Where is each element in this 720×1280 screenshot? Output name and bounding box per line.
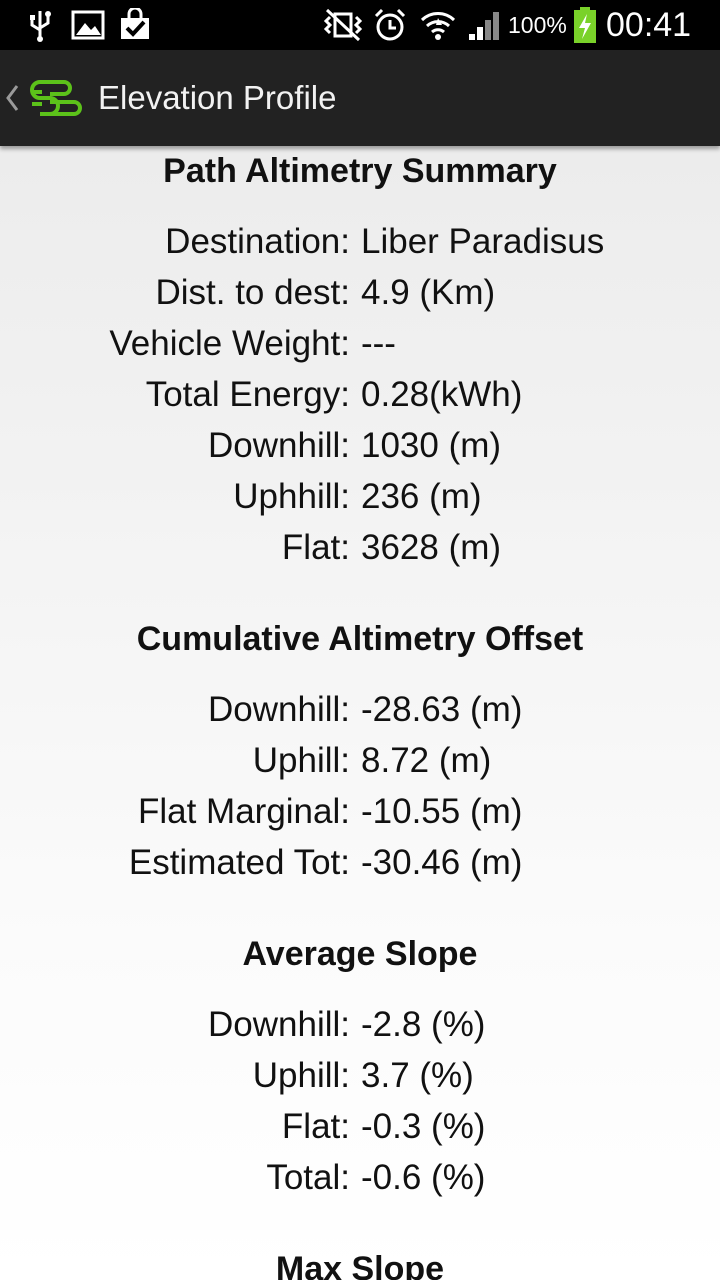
row-label: Destination: <box>165 222 350 261</box>
row-label: Total: <box>266 1158 350 1197</box>
battery-percent: 100% <box>508 11 567 38</box>
row-offset-uphill: Uphill: 8.72 (m) <box>0 741 720 791</box>
row-value: 236 (m) <box>361 477 482 516</box>
offset-title: Cumulative Altimetry Offset <box>136 620 584 658</box>
action-bar: Elevation Profile <box>0 50 720 146</box>
row-label: Dist. to dest: <box>155 273 350 312</box>
row-downhill: Downhill: 1030 (m) <box>0 426 720 476</box>
row-label: Estimated Tot: <box>128 843 350 882</box>
row-value: 1030 (m) <box>361 426 502 465</box>
row-value: -30.46 (m) <box>361 843 523 882</box>
row-value: -0.6 (%) <box>361 1158 486 1197</box>
row-total-energy: Total Energy: 0.28(kWh) <box>0 375 720 425</box>
row-value: --- <box>361 324 396 363</box>
content-scroll[interactable]: Path Altimetry Summary Destination: Libe… <box>0 146 720 1280</box>
row-label: Downhill: <box>208 1005 350 1044</box>
row-slope-uphill: Uphill: 3.7 (%) <box>0 1056 720 1106</box>
row-slope-downhill: Downhill: -2.8 (%) <box>0 1005 720 1055</box>
row-value: 8.72 (m) <box>361 741 492 780</box>
alarm-icon <box>372 0 408 50</box>
row-value: -28.63 (m) <box>361 690 523 729</box>
row-destination: Destination: Liber Paradisus <box>0 222 720 272</box>
row-value: 3628 (m) <box>361 528 502 567</box>
avg-slope-title: Average Slope <box>242 935 478 973</box>
row-value: Liber Paradisus <box>361 222 605 261</box>
row-label: Flat: <box>281 528 350 567</box>
row-value: 4.9 (Km) <box>361 273 496 312</box>
row-value: 0.28(kWh) <box>361 375 523 414</box>
row-label: Flat: <box>281 1107 350 1146</box>
row-uphill: Uphhill: 236 (m) <box>0 477 720 527</box>
row-value: -0.3 (%) <box>361 1107 486 1146</box>
row-dist-to-dest: Dist. to dest: 4.9 (Km) <box>0 273 720 323</box>
row-label: Total Energy: <box>145 375 350 414</box>
signal-icon <box>466 0 506 50</box>
wifi-icon <box>418 0 458 50</box>
row-value: 3.7 (%) <box>361 1056 474 1095</box>
row-slope-total: Total: -0.6 (%) <box>0 1158 720 1208</box>
row-value: -2.8 (%) <box>361 1005 486 1044</box>
app-logo-icon[interactable] <box>30 76 84 120</box>
status-bar: 100% 00:41 <box>0 0 720 50</box>
row-label: Uphill: <box>252 741 350 780</box>
row-label: Vehicle Weight: <box>109 324 350 363</box>
row-offset-estimated-tot: Estimated Tot: -30.46 (m) <box>0 843 720 893</box>
back-caret-icon[interactable] <box>4 80 24 116</box>
image-icon <box>70 0 106 50</box>
row-label: Uphill: <box>252 1056 350 1095</box>
row-flat: Flat: 3628 (m) <box>0 528 720 578</box>
action-bar-title: Elevation Profile <box>98 79 337 116</box>
clock: 00:41 <box>606 5 692 44</box>
usb-icon <box>26 0 54 50</box>
mute-vibrate-icon <box>320 0 366 50</box>
summary-title: Path Altimetry Summary <box>163 152 557 190</box>
row-label: Flat Marginal: <box>137 792 350 831</box>
row-offset-flat-marginal: Flat Marginal: -10.55 (m) <box>0 792 720 842</box>
row-label: Downhill: <box>208 426 350 465</box>
battery-charging-icon <box>570 0 600 50</box>
max-slope-title: Max Slope <box>275 1250 445 1280</box>
row-slope-flat: Flat: -0.3 (%) <box>0 1107 720 1157</box>
row-vehicle-weight: Vehicle Weight: --- <box>0 324 720 374</box>
row-offset-downhill: Downhill: -28.63 (m) <box>0 690 720 740</box>
row-label: Downhill: <box>208 690 350 729</box>
store-icon <box>117 0 153 50</box>
row-value: -10.55 (m) <box>361 792 523 831</box>
row-label: Uphhill: <box>233 477 350 516</box>
